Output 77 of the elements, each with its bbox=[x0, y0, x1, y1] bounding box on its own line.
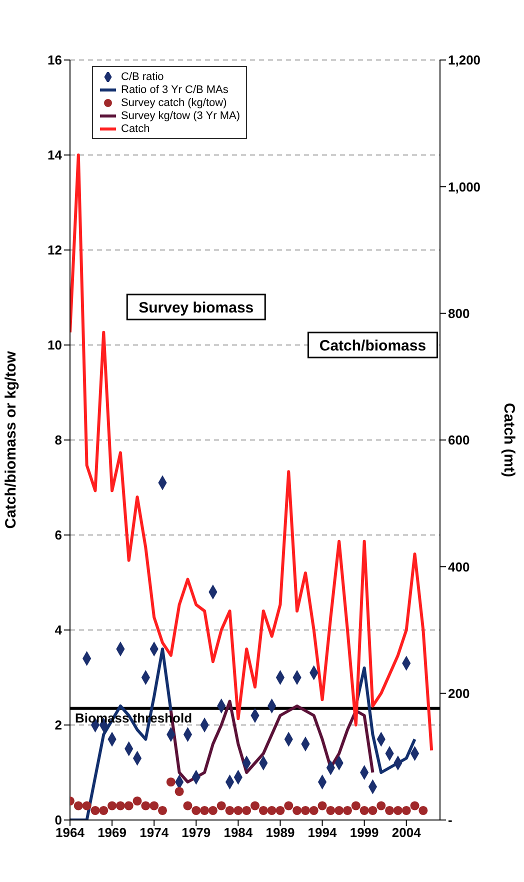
point bbox=[225, 806, 234, 816]
point bbox=[124, 801, 134, 810]
point bbox=[360, 806, 369, 816]
y-tick-label: 10 bbox=[48, 338, 62, 353]
point bbox=[393, 806, 402, 816]
point bbox=[418, 806, 428, 816]
point bbox=[242, 806, 252, 816]
point bbox=[376, 801, 386, 810]
point bbox=[385, 806, 394, 816]
x-tick-label: 1979 bbox=[182, 825, 211, 840]
point bbox=[82, 801, 92, 810]
y-tick-label: 2 bbox=[54, 718, 62, 733]
y2-tick-label: 200 bbox=[448, 686, 470, 701]
legend-label: Catch bbox=[121, 122, 150, 134]
point bbox=[267, 806, 276, 816]
legend-label: C/B ratio bbox=[121, 70, 164, 82]
point bbox=[158, 806, 168, 816]
point bbox=[300, 806, 310, 816]
y-tick-label: 8 bbox=[54, 432, 62, 448]
point bbox=[292, 806, 302, 816]
point bbox=[351, 801, 360, 810]
legend-label: Survey kg/tow (3 Yr MA) bbox=[121, 110, 240, 122]
point bbox=[74, 801, 83, 810]
point bbox=[150, 801, 159, 810]
point bbox=[276, 806, 285, 816]
y-tick-label: 6 bbox=[54, 528, 62, 543]
x-tick-label: 1969 bbox=[98, 825, 127, 840]
point bbox=[132, 796, 142, 806]
legend-label: Ratio of 3 Yr C/B MAs bbox=[121, 84, 228, 96]
point bbox=[410, 801, 420, 810]
point bbox=[108, 801, 117, 810]
point bbox=[192, 806, 201, 816]
x-tick-label: 1989 bbox=[266, 825, 295, 840]
x-tick-label: 1964 bbox=[56, 825, 86, 840]
point bbox=[166, 777, 176, 787]
point bbox=[318, 801, 327, 810]
point bbox=[250, 801, 260, 810]
point bbox=[99, 806, 108, 816]
y2-tick-label: - bbox=[448, 812, 452, 828]
point bbox=[216, 801, 226, 810]
y2-tick-label: 400 bbox=[448, 559, 470, 574]
point bbox=[208, 806, 218, 816]
x-tick-label: 1994 bbox=[308, 825, 338, 840]
y-tick-label: 14 bbox=[48, 148, 63, 163]
y-tick-label: 0 bbox=[54, 812, 62, 828]
point bbox=[116, 801, 125, 810]
y-axis-title: Catch/biomass or kg/tow bbox=[2, 350, 20, 529]
y2-tick-label: 1,200 bbox=[448, 52, 481, 68]
annotation: Survey biomass bbox=[138, 299, 254, 316]
y-tick-label: 4 bbox=[54, 622, 63, 638]
point bbox=[183, 801, 192, 810]
point bbox=[342, 806, 352, 816]
point bbox=[234, 806, 243, 816]
point bbox=[368, 806, 378, 816]
point bbox=[200, 806, 210, 816]
x-tick-label: 1984 bbox=[224, 825, 254, 840]
line-series bbox=[70, 154, 434, 752]
y2-axis-title: Catch (mt) bbox=[500, 402, 518, 478]
annotation: Catch/biomass bbox=[319, 337, 426, 354]
point bbox=[258, 806, 268, 816]
point bbox=[334, 806, 344, 816]
y-tick-label: 16 bbox=[48, 52, 62, 68]
y2-tick-label: 600 bbox=[448, 432, 470, 448]
y2-tick-label: 1,000 bbox=[448, 179, 481, 194]
point bbox=[326, 806, 336, 816]
point bbox=[309, 806, 318, 816]
point bbox=[141, 801, 150, 810]
point bbox=[402, 806, 411, 816]
y2-tick-label: 800 bbox=[448, 306, 470, 321]
point bbox=[174, 786, 184, 796]
legend-label: Survey catch (kg/tow) bbox=[121, 96, 227, 108]
y-tick-label: 12 bbox=[48, 242, 62, 258]
x-tick-label: 1974 bbox=[140, 825, 170, 840]
x-tick-label: 1999 bbox=[350, 825, 379, 840]
x-tick-label: 2004 bbox=[392, 825, 422, 840]
point bbox=[284, 801, 294, 810]
point bbox=[90, 806, 100, 816]
